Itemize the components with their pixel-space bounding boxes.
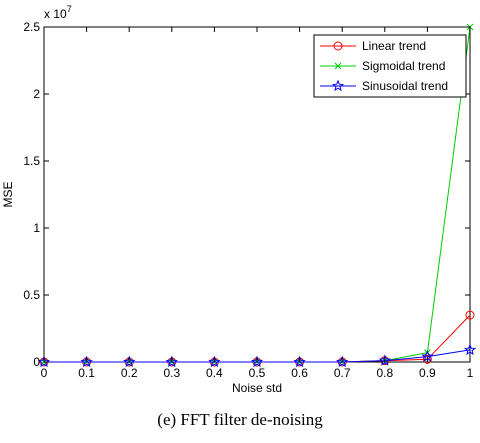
x-tick-label: 0.3 [163, 366, 180, 380]
legend-marker [333, 41, 343, 51]
legend-marker [334, 62, 342, 70]
data-point [422, 354, 432, 364]
legend-marker [331, 79, 345, 92]
x-tick-label: 0.6 [291, 366, 308, 380]
data-point [208, 355, 221, 368]
y-tick-label: 2 [33, 87, 40, 101]
y-tick-label: 0.5 [23, 288, 40, 302]
ticks-layer: 0 0.1 0.2 0.3 0.4 0.5 0.6 0.7 0.8 0.9 1 0 0.5 1 1.5 2 2.… [23, 20, 473, 380]
data-point [250, 355, 264, 368]
data-point [80, 355, 93, 368]
y-tick-label: 0 [33, 355, 40, 369]
y-exponent-power: 7 [67, 4, 72, 14]
x-tick-label: 0.2 [121, 366, 138, 380]
x-axis-label: Noise std [232, 381, 282, 395]
legend-label: Sigmoidal trend [362, 59, 445, 73]
legend-label: Sinusoidal trend [362, 79, 448, 93]
y-exponent-label: x 107 [44, 4, 72, 21]
x-tick-label: 0.9 [419, 366, 436, 380]
legend: Linear trend Sigmoidal trend Sinusoidal tr… [313, 34, 467, 98]
y-tick-label: 2.5 [23, 20, 40, 34]
data-point [293, 355, 306, 368]
x-tick-label: 0.4 [206, 366, 223, 380]
y-tick-label: 1.5 [23, 154, 40, 168]
data-point [465, 310, 475, 320]
x-tick-label: 0.7 [334, 366, 351, 380]
x-tick-label: 0.8 [376, 366, 393, 380]
data-point [123, 355, 136, 368]
legend-entry: Sigmoidal trend [320, 59, 445, 73]
x-tick-label: 1 [467, 366, 474, 380]
data-point [165, 355, 178, 368]
data-point [378, 354, 391, 366]
y-axis-label: MSE [1, 181, 15, 207]
legend-entry: Sinusoidal trend [320, 79, 448, 93]
chart: 0 0.1 0.2 0.3 0.4 0.5 0.6 0.7 0.8 0.9 1 0 0.5 1 1.5 2 2.… [1, 4, 477, 395]
y-tick-label: 1 [33, 221, 40, 235]
legend-entry: Linear trend [320, 39, 426, 53]
figure-caption: (e) FFT filter de-noising [157, 410, 323, 429]
data-point [37, 355, 51, 368]
x-tick-label: 0 [41, 366, 48, 380]
legend-label: Linear trend [362, 39, 426, 53]
x-tick-label: 0.1 [78, 366, 95, 380]
data-point [336, 355, 349, 368]
y-exponent-base: x 10 [44, 7, 67, 21]
data-point [463, 343, 477, 356]
x-tick-label: 0.5 [249, 366, 266, 380]
